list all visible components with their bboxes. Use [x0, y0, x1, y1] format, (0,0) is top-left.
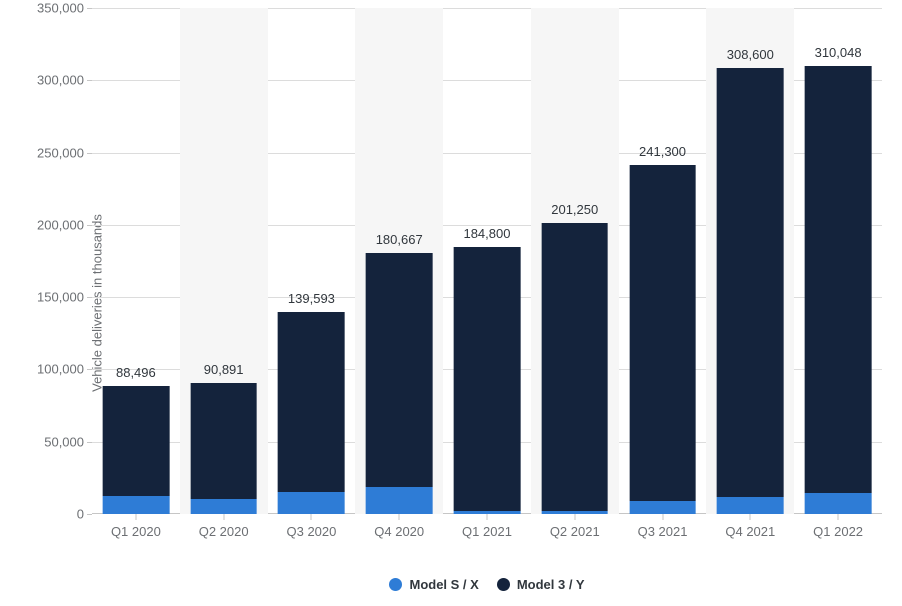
deliveries-chart: Vehicle deliveries in thousands 050,0001… [0, 0, 902, 606]
y-tick-label: 100,000 [37, 362, 84, 377]
bar-segment-model-s-x[interactable] [717, 497, 784, 514]
x-tick-mark [223, 514, 224, 520]
bar-slot: Q3 2020139,593 [268, 8, 356, 514]
x-tick-label: Q3 2020 [286, 524, 336, 539]
bar-total-label: 184,800 [463, 226, 510, 241]
bar-slot: Q1 2022310,048 [794, 8, 882, 514]
bar-slot: Q1 202088,496 [92, 8, 180, 514]
bar[interactable]: 184,800 [454, 247, 521, 514]
x-tick-label: Q4 2021 [725, 524, 775, 539]
bar[interactable]: 201,250 [541, 223, 608, 514]
x-tick-mark [311, 514, 312, 520]
y-tick-label: 150,000 [37, 290, 84, 305]
bar-slot: Q3 2021241,300 [619, 8, 707, 514]
bar-slot: Q2 2021201,250 [531, 8, 619, 514]
legend-swatch [389, 578, 402, 591]
bar-segment-model-s-x[interactable] [366, 487, 433, 514]
bar-segment-model-3-y[interactable] [366, 253, 433, 487]
bar[interactable]: 241,300 [629, 165, 696, 514]
bar-slot: Q4 2021308,600 [706, 8, 794, 514]
legend-label: Model S / X [409, 577, 478, 592]
x-tick-mark [838, 514, 839, 520]
bar-segment-model-s-x[interactable] [541, 511, 608, 514]
x-tick-mark [486, 514, 487, 520]
y-tick-label: 350,000 [37, 1, 84, 16]
x-tick-label: Q1 2020 [111, 524, 161, 539]
bar-slot: Q4 2020180,667 [355, 8, 443, 514]
bar-segment-model-3-y[interactable] [278, 312, 345, 492]
bar-total-label: 90,891 [204, 362, 244, 377]
y-tick-label: 250,000 [37, 145, 84, 160]
x-tick-label: Q2 2021 [550, 524, 600, 539]
legend-label: Model 3 / Y [517, 577, 585, 592]
y-tick-label: 300,000 [37, 73, 84, 88]
bar[interactable]: 308,600 [717, 68, 784, 514]
bar-segment-model-s-x[interactable] [454, 511, 521, 514]
bar-total-label: 139,593 [288, 291, 335, 306]
bar-segment-model-s-x[interactable] [103, 496, 170, 514]
bar-total-label: 180,667 [376, 232, 423, 247]
legend: Model S / X Model 3 / Y [92, 577, 882, 592]
bar-segment-model-3-y[interactable] [629, 165, 696, 500]
bar-segment-model-s-x[interactable] [629, 501, 696, 514]
bar-total-label: 201,250 [551, 202, 598, 217]
x-tick-label: Q4 2020 [374, 524, 424, 539]
x-tick-mark [662, 514, 663, 520]
y-tick-label: 0 [77, 507, 84, 522]
bar-slot: Q2 202090,891 [180, 8, 268, 514]
bar[interactable]: 88,496 [103, 386, 170, 514]
bar-segment-model-3-y[interactable] [717, 68, 784, 497]
plot-area: 050,000100,000150,000200,000250,000300,0… [92, 8, 882, 514]
bar-total-label: 308,600 [727, 47, 774, 62]
bar[interactable]: 90,891 [190, 383, 257, 514]
bar-segment-model-3-y[interactable] [454, 247, 521, 511]
bar[interactable]: 310,048 [805, 66, 872, 514]
legend-item-model-3-y[interactable]: Model 3 / Y [497, 577, 585, 592]
bar-total-label: 310,048 [815, 45, 862, 60]
bar-segment-model-s-x[interactable] [278, 492, 345, 514]
bar-slot: Q1 2021184,800 [443, 8, 531, 514]
x-tick-mark [135, 514, 136, 520]
y-tick-label: 50,000 [44, 434, 84, 449]
bar[interactable]: 139,593 [278, 312, 345, 514]
x-tick-label: Q1 2022 [813, 524, 863, 539]
bar-segment-model-s-x[interactable] [190, 499, 257, 514]
legend-swatch [497, 578, 510, 591]
y-tick-mark [87, 514, 92, 515]
x-tick-label: Q3 2021 [638, 524, 688, 539]
x-tick-label: Q2 2020 [199, 524, 249, 539]
x-tick-mark [750, 514, 751, 520]
x-tick-label: Q1 2021 [462, 524, 512, 539]
x-tick-mark [399, 514, 400, 520]
y-tick-label: 200,000 [37, 217, 84, 232]
bar-segment-model-3-y[interactable] [103, 386, 170, 496]
bar-segment-model-s-x[interactable] [805, 493, 872, 514]
bar-total-label: 241,300 [639, 144, 686, 159]
bar-segment-model-3-y[interactable] [805, 66, 872, 493]
bar-total-label: 88,496 [116, 365, 156, 380]
bar-segment-model-3-y[interactable] [541, 223, 608, 511]
x-tick-mark [574, 514, 575, 520]
bar-segment-model-3-y[interactable] [190, 383, 257, 499]
legend-item-model-s-x[interactable]: Model S / X [389, 577, 478, 592]
bar[interactable]: 180,667 [366, 253, 433, 514]
